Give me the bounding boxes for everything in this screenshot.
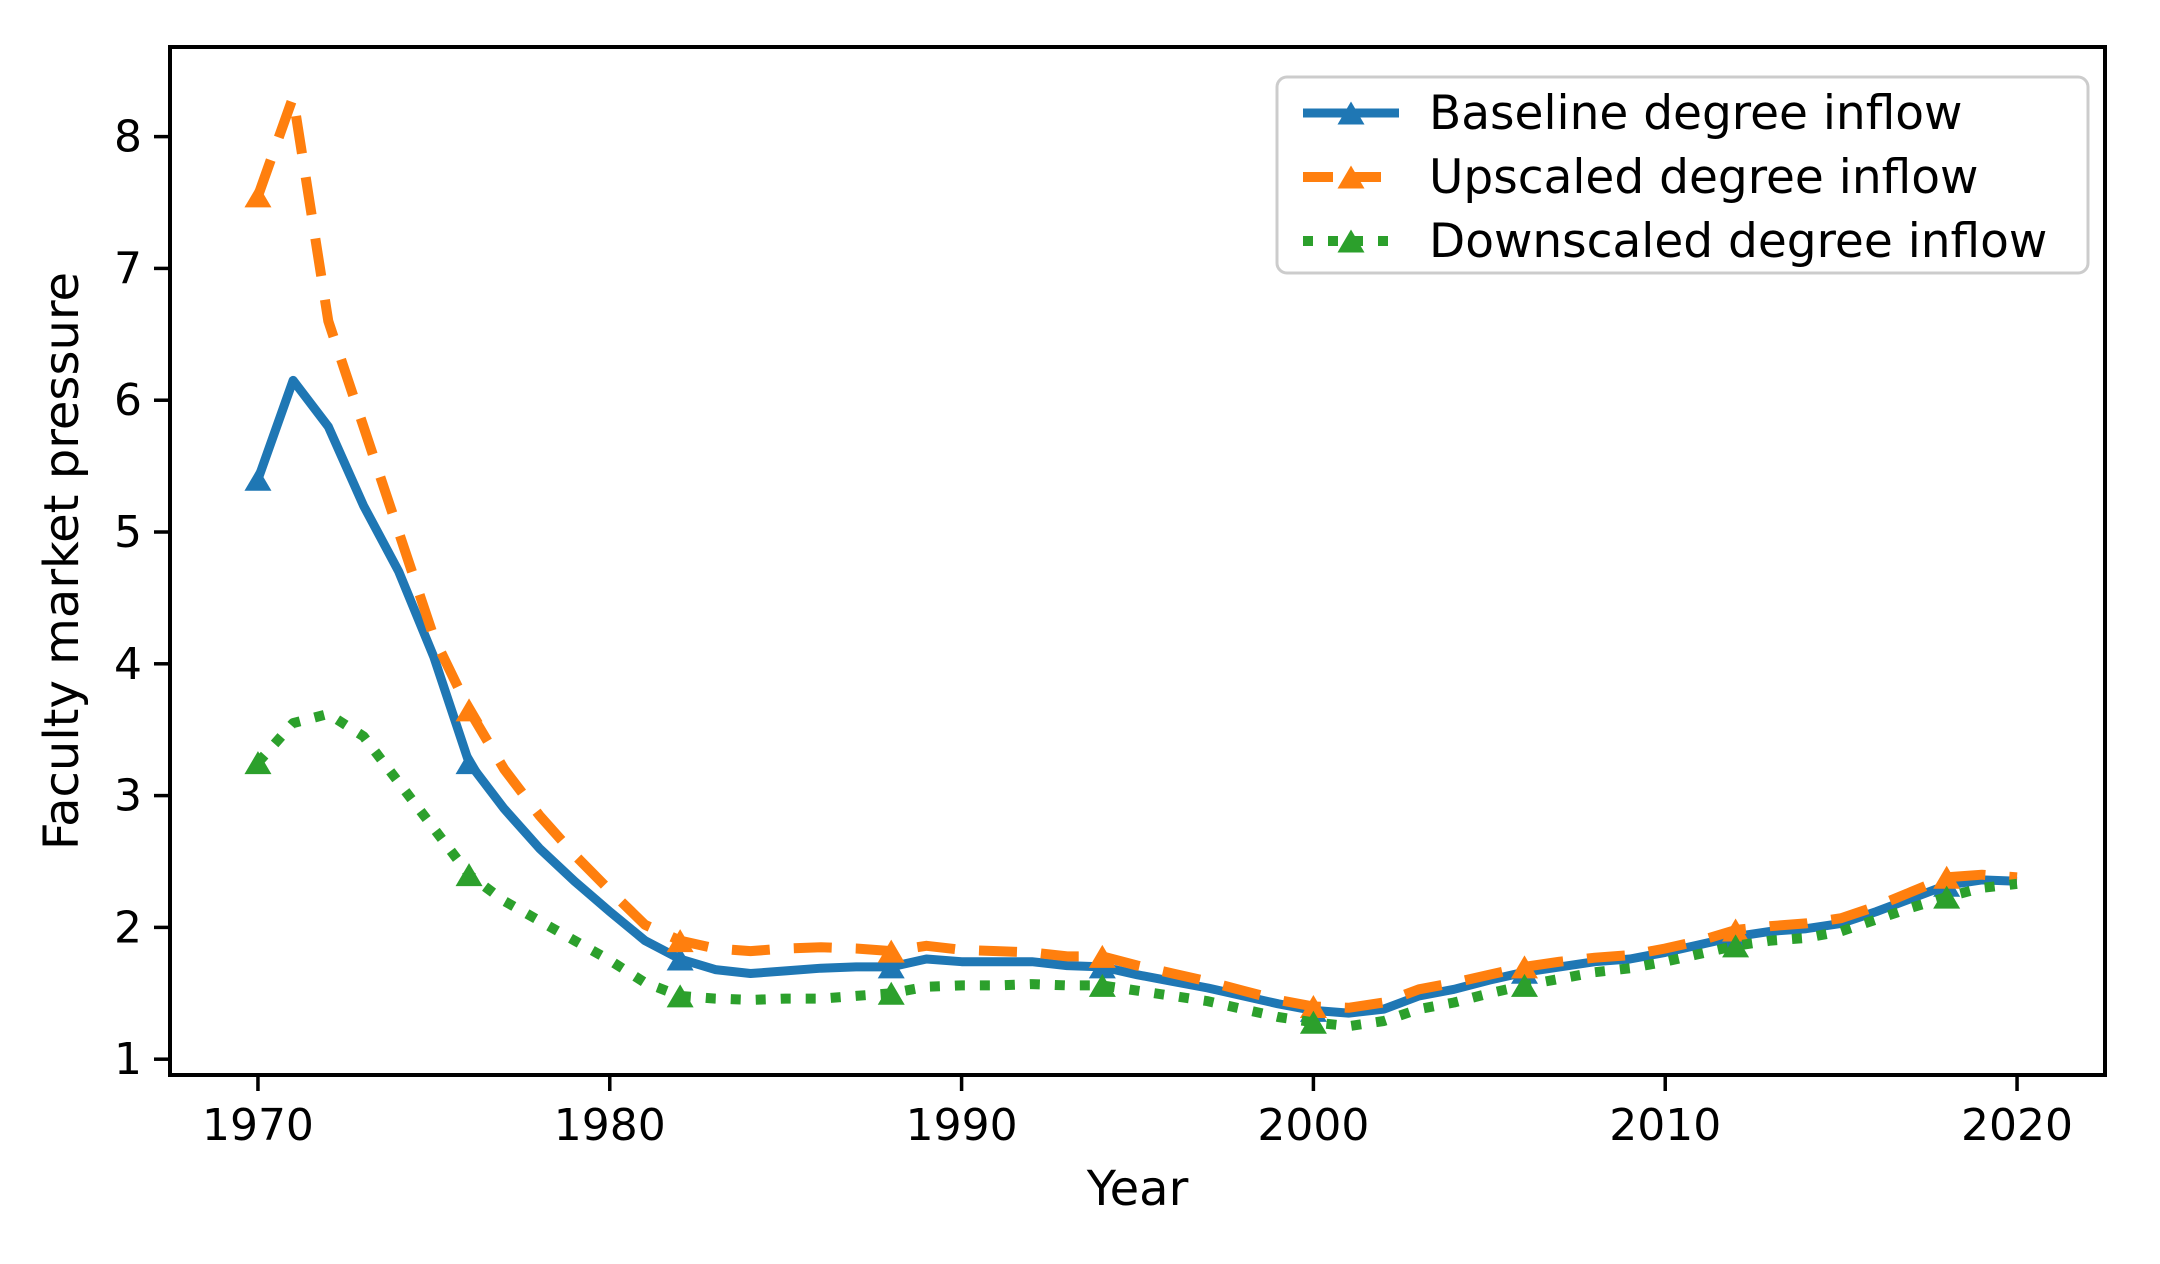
series-line	[253, 375, 2018, 1018]
triangle-marker	[666, 947, 694, 971]
plot-area	[168, 45, 2107, 1077]
y-tick-label: 8	[114, 112, 142, 163]
series-line	[254, 708, 2018, 1032]
triangle-marker	[1722, 934, 1750, 958]
x-tick-label: 1990	[906, 1100, 1018, 1151]
legend-marker-icon	[1337, 101, 1365, 125]
triangle-marker	[1299, 1010, 1327, 1034]
triangle-marker	[666, 929, 694, 953]
y-tick-label: 3	[114, 771, 142, 822]
x-tick-label: 2010	[1609, 1100, 1721, 1151]
x-tick-label: 2000	[1257, 1100, 1369, 1151]
legend-box	[1275, 75, 2090, 275]
triangle-marker	[1933, 885, 1961, 909]
series-downscaled	[244, 708, 2018, 1034]
triangle-marker	[1088, 944, 1116, 968]
legend-item: Downscaled degree inflow	[1303, 214, 2047, 269]
triangle-marker	[455, 751, 483, 775]
y-tick-label: 4	[114, 639, 142, 690]
y-axis-label: Faculty market pressure	[34, 272, 90, 850]
legend-label: Downscaled degree inflow	[1429, 214, 2047, 269]
y-tick-label: 1	[114, 1034, 142, 1085]
triangle-marker	[877, 955, 905, 979]
x-axis: 1970 1980 1990 2000 2010 2020 Year	[202, 1075, 2073, 1217]
y-tick-label: 5	[114, 507, 142, 558]
triangle-marker	[455, 863, 483, 887]
triangle-marker	[1299, 994, 1327, 1018]
triangle-marker	[1511, 973, 1538, 997]
legend-label: Upscaled degree inflow	[1429, 150, 1978, 205]
triangle-marker	[877, 939, 905, 963]
series-baseline	[244, 375, 2018, 1022]
y-tick-label: 2	[114, 902, 142, 953]
triangle-marker	[1088, 973, 1116, 997]
x-axis-label: Year	[1086, 1161, 1189, 1217]
triangle-marker	[1511, 955, 1538, 979]
triangle-marker	[877, 981, 905, 1005]
legend: Baseline degree inflow Upscaled degree in…	[1275, 75, 2090, 275]
legend-marker-icon	[1337, 229, 1365, 253]
y-tick-label: 7	[114, 243, 142, 294]
y-axis: 1 2 3 4 5 6 7 8 Faculty market pressure	[34, 112, 170, 1085]
triangle-marker	[1933, 865, 1961, 889]
x-tick-label: 1980	[554, 1100, 666, 1151]
legend-item: Baseline degree inflow	[1303, 86, 1963, 141]
triangle-marker	[666, 984, 694, 1008]
series-line	[253, 92, 2018, 1013]
series-upscaled	[244, 92, 2018, 1018]
triangle-marker	[455, 698, 483, 722]
y-tick-label: 6	[114, 375, 142, 426]
x-tick-label: 2020	[1961, 1100, 2073, 1151]
triangle-marker	[244, 184, 272, 208]
triangle-marker	[1722, 918, 1750, 942]
legend-marker-icon	[1337, 165, 1365, 189]
legend-label: Baseline degree inflow	[1429, 86, 1963, 141]
triangle-marker	[244, 751, 272, 775]
triangle-marker	[244, 467, 272, 491]
x-tick-label: 1970	[202, 1100, 314, 1151]
legend-item: Upscaled degree inflow	[1303, 150, 1978, 205]
